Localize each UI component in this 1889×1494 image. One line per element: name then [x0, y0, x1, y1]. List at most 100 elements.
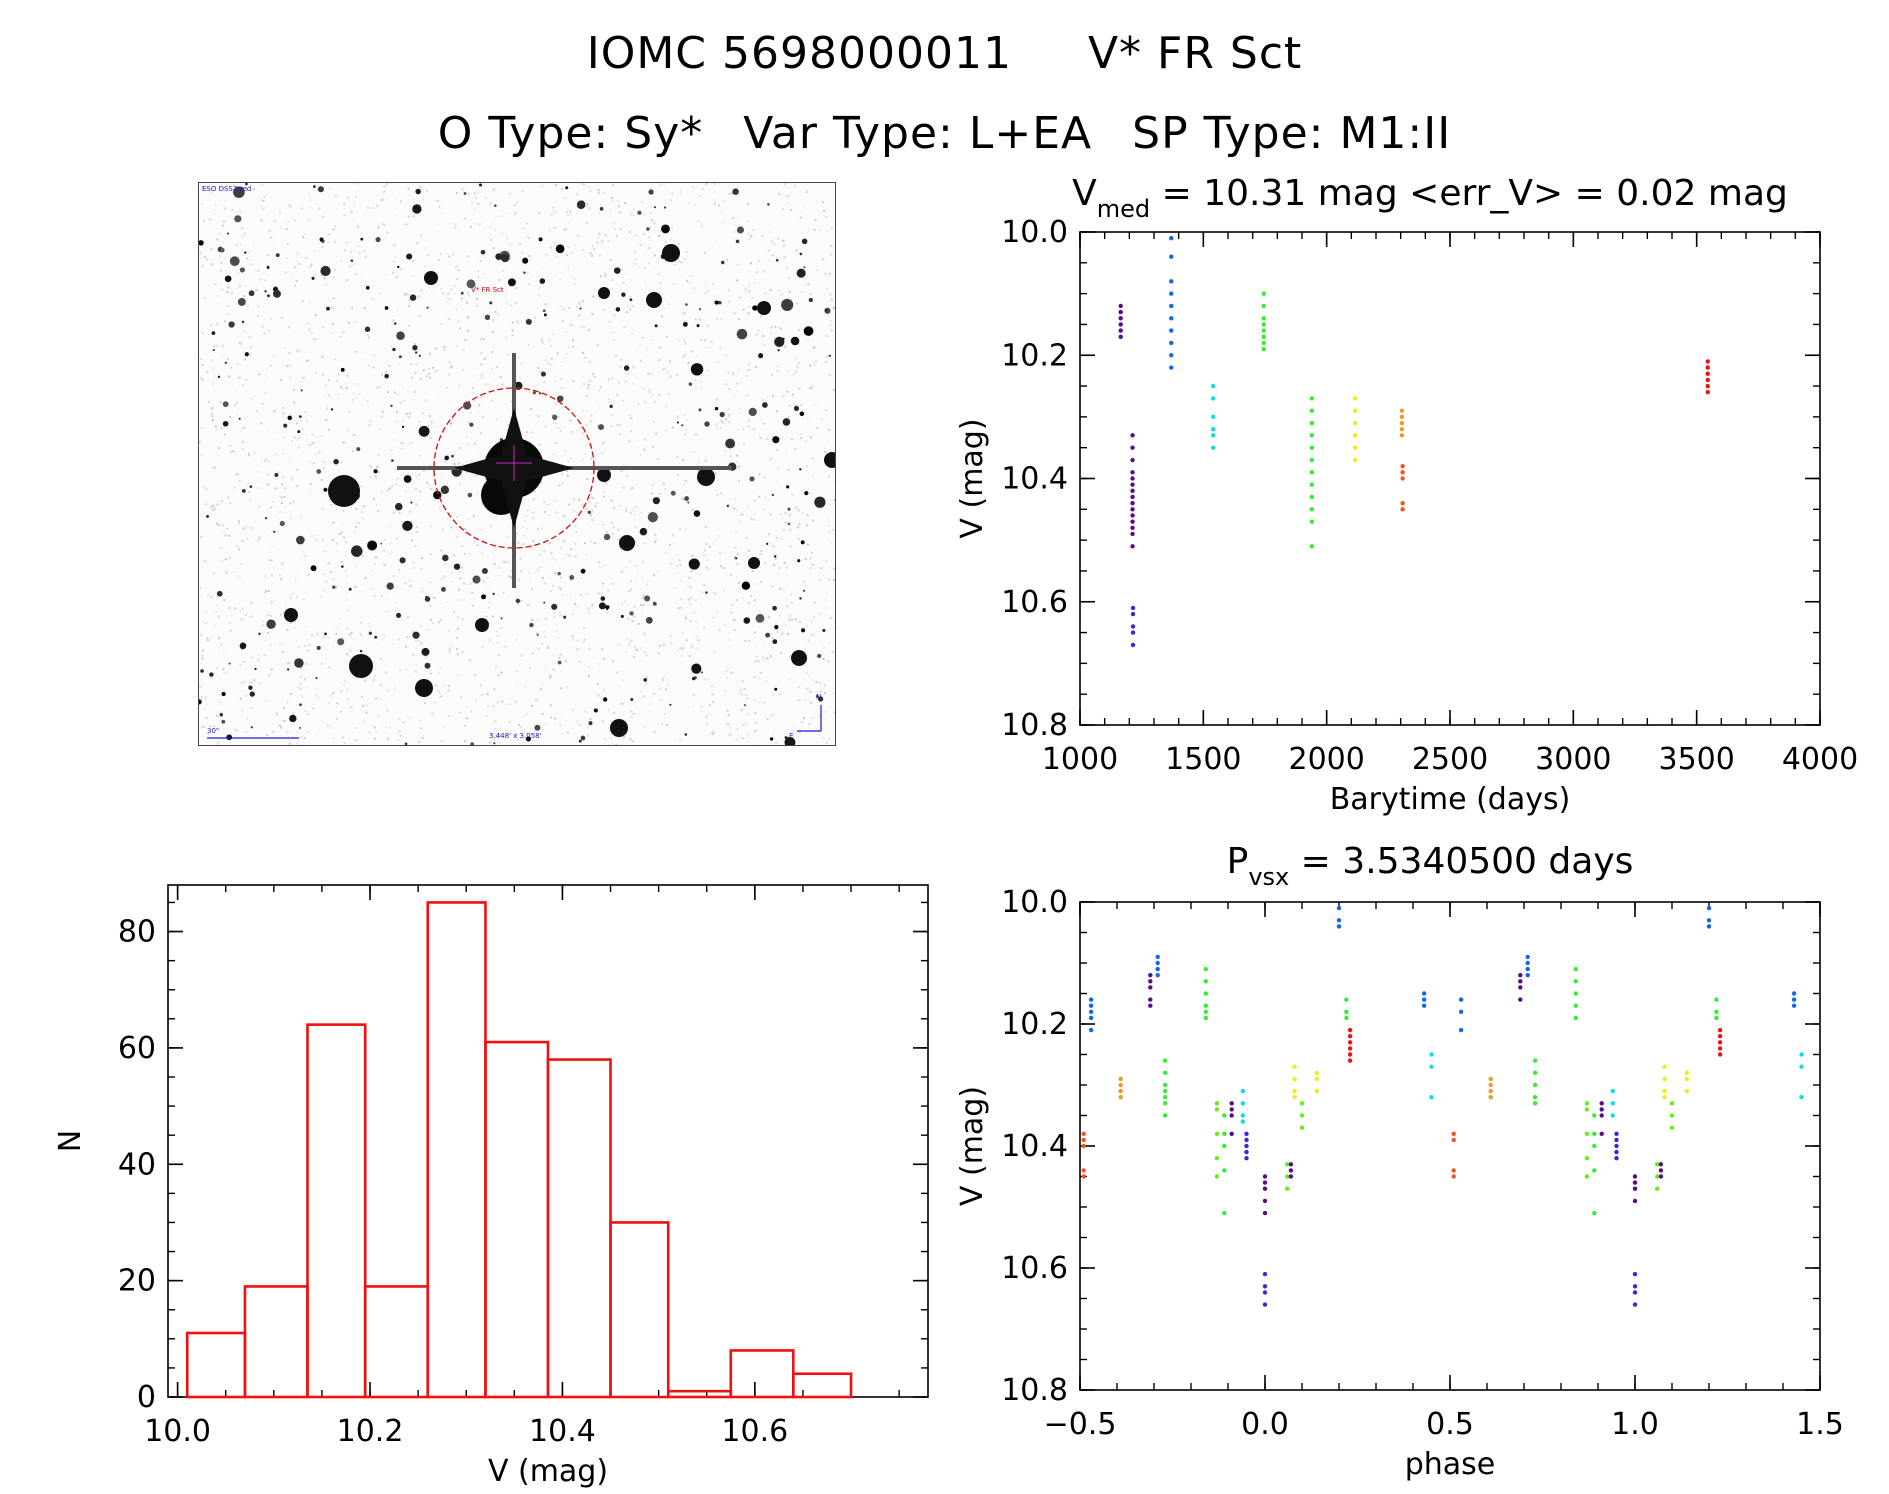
background-noise	[570, 457, 573, 460]
data-point	[1451, 1168, 1456, 1173]
background-noise	[377, 715, 380, 718]
field-star	[525, 318, 532, 325]
background-noise	[302, 551, 305, 554]
background-noise	[527, 236, 530, 239]
field-star	[500, 253, 510, 263]
background-noise	[216, 323, 219, 326]
background-noise	[222, 668, 225, 671]
data-point	[1632, 1284, 1638, 1289]
background-noise	[349, 265, 352, 268]
background-noise	[809, 567, 812, 570]
data-point	[1614, 1143, 1619, 1149]
background-noise	[828, 578, 831, 581]
background-noise	[679, 738, 682, 741]
background-noise	[373, 678, 376, 681]
background-noise	[319, 595, 322, 598]
field-star	[580, 735, 586, 741]
background-noise	[758, 495, 761, 498]
background-noise	[779, 587, 782, 590]
background-noise	[812, 519, 815, 522]
background-noise	[557, 415, 560, 418]
background-noise	[591, 606, 594, 609]
background-noise	[569, 548, 572, 551]
background-noise	[438, 671, 441, 674]
background-noise	[685, 639, 688, 642]
background-noise	[355, 397, 358, 400]
background-noise	[282, 452, 285, 455]
background-noise	[257, 470, 260, 473]
background-noise	[616, 394, 619, 397]
background-noise	[331, 332, 334, 335]
background-noise	[567, 268, 570, 271]
data-point	[1262, 1174, 1268, 1179]
background-noise	[380, 235, 383, 238]
background-noise	[669, 642, 672, 645]
background-noise	[589, 493, 592, 496]
background-noise	[689, 350, 692, 353]
background-noise	[219, 546, 222, 549]
background-noise	[635, 505, 638, 508]
background-noise	[453, 610, 456, 613]
field-star	[647, 512, 658, 523]
background-noise	[647, 247, 650, 250]
background-noise	[240, 562, 243, 565]
background-noise	[386, 737, 389, 740]
background-noise	[613, 314, 616, 317]
background-noise	[199, 685, 202, 688]
background-noise	[648, 388, 651, 391]
data-point	[1203, 991, 1209, 996]
background-noise	[521, 526, 524, 529]
background-noise	[438, 205, 441, 208]
background-noise	[296, 350, 299, 353]
background-noise	[342, 441, 345, 444]
background-noise	[746, 697, 749, 700]
field-star	[605, 605, 610, 610]
field-star	[294, 658, 304, 668]
background-noise	[308, 328, 311, 331]
field-star	[714, 300, 719, 305]
background-noise	[398, 717, 401, 720]
background-noise	[327, 328, 330, 331]
background-noise	[214, 283, 217, 286]
background-noise	[629, 512, 632, 515]
background-noise	[507, 211, 510, 214]
background-noise	[535, 279, 538, 282]
background-noise	[731, 372, 734, 375]
background-noise	[640, 604, 643, 607]
background-noise	[352, 434, 355, 437]
background-noise	[833, 567, 835, 570]
background-noise	[390, 345, 393, 348]
background-noise	[211, 263, 214, 266]
background-noise	[375, 477, 378, 480]
background-noise	[633, 605, 636, 608]
background-noise	[537, 366, 540, 369]
data-point	[1169, 353, 1174, 358]
data-point	[1599, 1101, 1604, 1106]
data-point	[1214, 1131, 1220, 1137]
background-noise	[574, 555, 577, 558]
background-noise	[245, 614, 248, 617]
background-noise	[779, 693, 782, 696]
background-noise	[397, 568, 400, 571]
data-point	[1421, 991, 1427, 996]
background-noise	[659, 698, 662, 701]
field-star	[615, 307, 621, 312]
background-noise	[624, 600, 627, 603]
field-star	[258, 632, 261, 636]
data-point	[1118, 1076, 1123, 1082]
background-noise	[201, 654, 204, 657]
field-star	[211, 331, 216, 335]
background-noise	[731, 217, 734, 220]
background-noise	[455, 345, 458, 348]
data-point	[1292, 1064, 1297, 1069]
background-noise	[394, 483, 397, 486]
background-noise	[354, 585, 357, 588]
background-noise	[750, 235, 753, 238]
background-noise	[593, 248, 596, 251]
background-noise	[496, 740, 499, 743]
background-noise	[217, 524, 220, 527]
background-noise	[581, 410, 584, 413]
field-star	[418, 354, 421, 357]
background-noise	[541, 576, 544, 579]
background-noise	[381, 724, 384, 727]
